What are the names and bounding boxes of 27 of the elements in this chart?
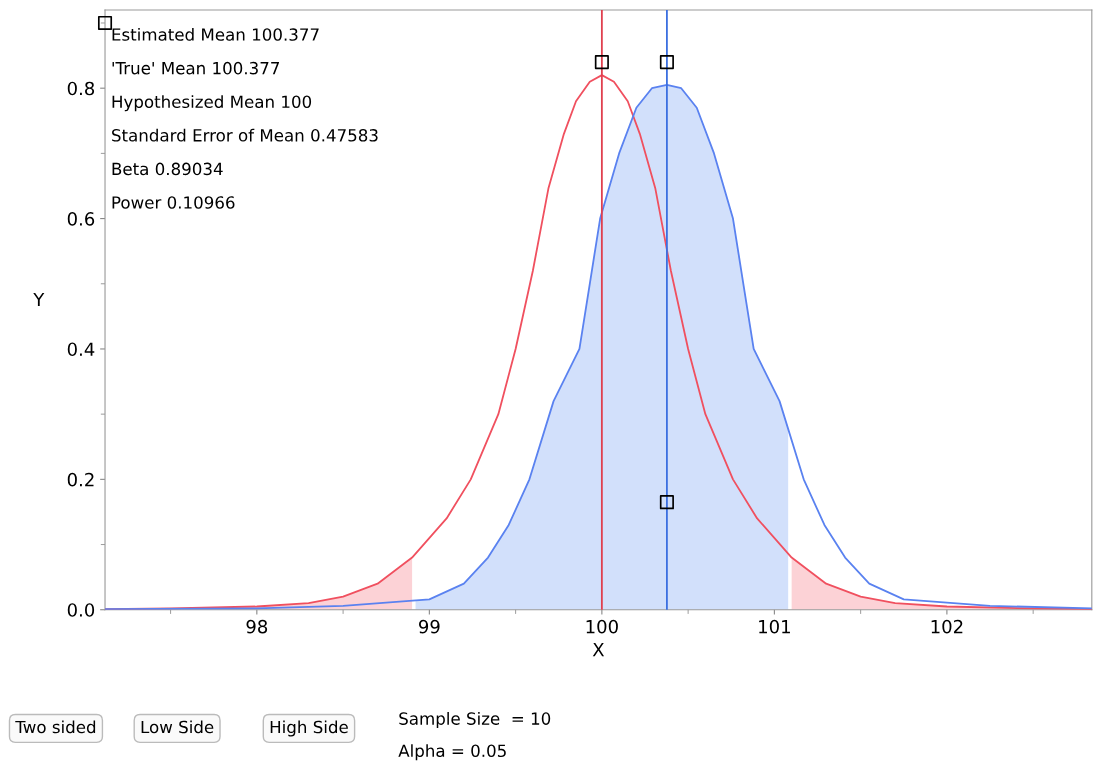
annotation: Power 0.10966 [112, 196, 235, 209]
x-tick-label: 100 [586, 619, 618, 634]
text: Sample Size = 10 [399, 711, 551, 729]
x-axis-title: X [592, 643, 605, 657]
y-tick-label: 0.0 [67, 603, 95, 617]
x-tick-label: 99 [419, 619, 440, 634]
annotation: Beta 0.89034 [112, 162, 223, 176]
annotation: Hypothesized Mean 100 [112, 95, 312, 112]
text: High Side [270, 720, 348, 737]
annotation: 'True' Mean 100.377 [112, 61, 279, 75]
point [594, 55, 609, 70]
annotation: Standard Error of Mean 0.47583 [112, 128, 378, 142]
x-tick-label: 101 [759, 619, 790, 634]
x-tick-label: 102 [931, 619, 963, 634]
text: Alpha = 0.05 [398, 744, 506, 761]
text: Low Side [141, 720, 214, 734]
x-tick-label: 98 [246, 619, 268, 634]
point [97, 15, 113, 31]
point [659, 495, 674, 510]
y-axis-title: Y [33, 292, 45, 307]
point [659, 55, 674, 70]
annotation: Estimated Mean 100.377 [112, 27, 319, 41]
y-tick-label: 0.8 [67, 81, 95, 96]
y-tick-label: 0.6 [67, 212, 95, 226]
y-tick-label: 0.2 [67, 472, 94, 487]
y-tick-label: 0.4 [67, 342, 95, 357]
text: Two sided [15, 720, 96, 734]
